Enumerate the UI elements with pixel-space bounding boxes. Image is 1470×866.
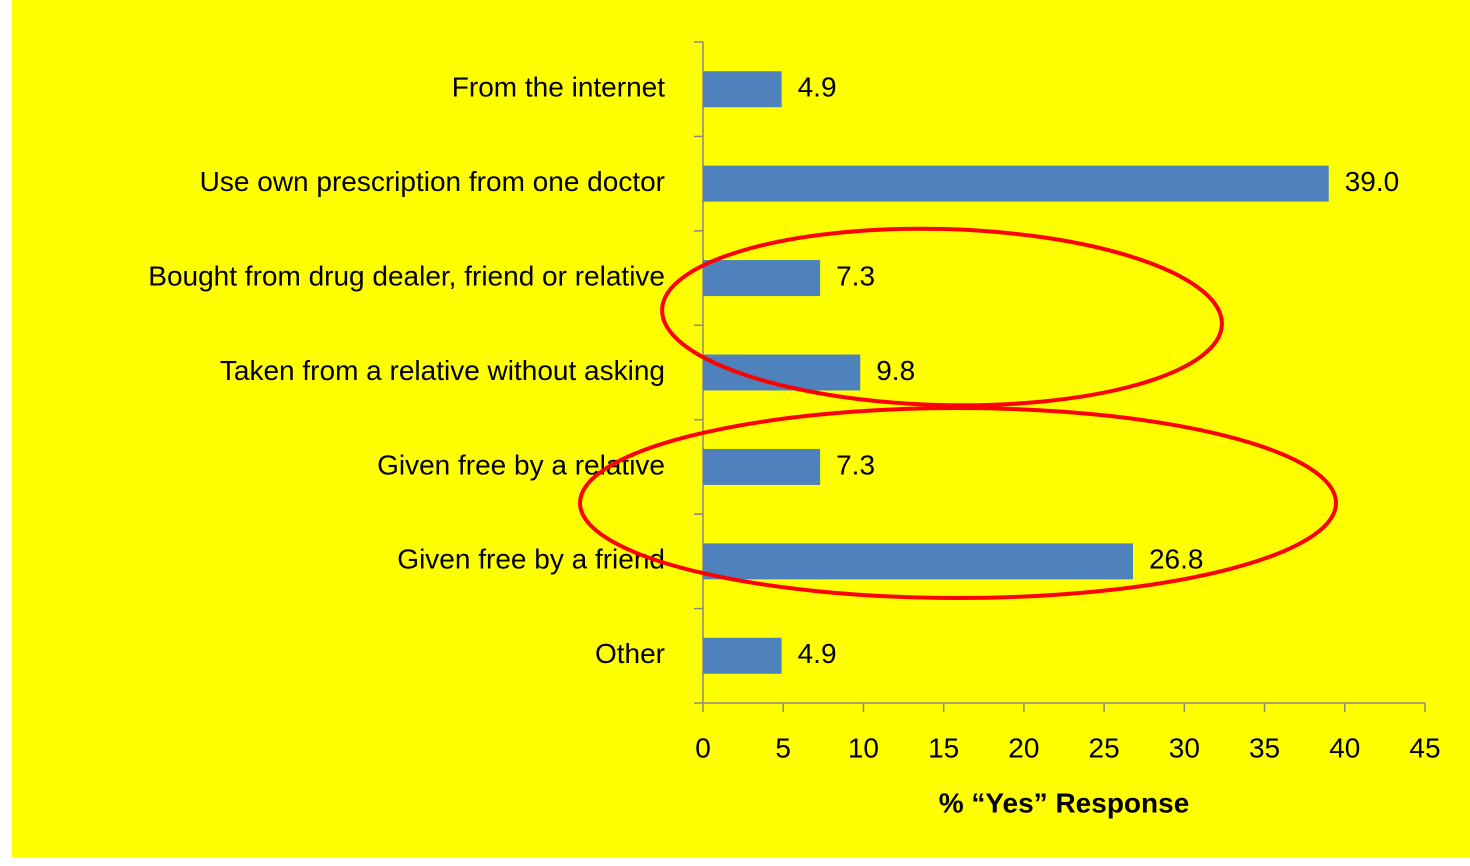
bar	[703, 543, 1133, 580]
data-label: 9.8	[876, 355, 915, 386]
highlight-ellipse	[660, 226, 1224, 408]
data-label: 26.8	[1149, 544, 1204, 575]
y-tick-label: Use own prescription from one doctor	[200, 166, 665, 197]
x-tick-label: 10	[848, 732, 879, 763]
plot: 0 5 10 15 20 25 30 35 40 45 From the internet 4.9 Us…	[148, 41, 1441, 763]
x-tick-label: 40	[1329, 732, 1360, 763]
bar	[703, 260, 821, 297]
x-tick-label: 25	[1089, 732, 1120, 763]
x-tick-label: 5	[775, 732, 791, 763]
y-tick-label: Bought from drug dealer, friend or relat…	[148, 260, 665, 291]
y-tick-label: Given free by a relative	[377, 449, 665, 480]
x-axis-title: % “Yes” Response	[939, 787, 1190, 818]
y-tick-label: Given free by a friend	[397, 544, 665, 575]
y-tick-label: From the internet	[452, 72, 665, 103]
data-label: 7.3	[836, 260, 875, 291]
x-tick-label: 15	[928, 732, 959, 763]
bar	[703, 637, 782, 674]
chart-background	[12, 0, 1470, 858]
highlight-ellipse	[578, 406, 1338, 600]
x-tick-label: 20	[1008, 732, 1039, 763]
y-tick-label: Taken from a relative without asking	[220, 355, 665, 386]
bar	[703, 448, 821, 485]
data-label: 4.9	[798, 638, 837, 669]
bar	[703, 71, 782, 108]
x-tick-label: 0	[695, 732, 711, 763]
bar	[703, 165, 1329, 202]
x-tick-label: 35	[1249, 732, 1280, 763]
x-tick-label: 45	[1409, 732, 1440, 763]
data-label: 7.3	[836, 449, 875, 480]
y-tick-label: Other	[595, 638, 665, 669]
x-tick-label: 30	[1169, 732, 1200, 763]
data-label: 39.0	[1345, 166, 1400, 197]
data-label: 4.9	[798, 72, 837, 103]
